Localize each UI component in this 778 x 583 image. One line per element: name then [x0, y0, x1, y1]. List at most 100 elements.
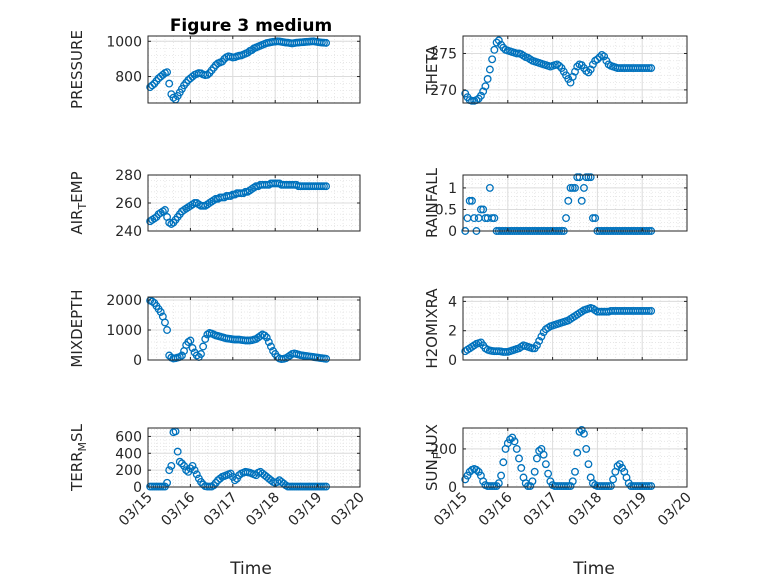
- y-tick-label: 600: [115, 429, 142, 445]
- data-point: [230, 476, 239, 485]
- data-point: [188, 344, 197, 352]
- data-point: [573, 173, 582, 182]
- x-tick-label: 03/19: [286, 490, 326, 530]
- subplot-rainfall: 0 0.5 1 RAINFALL: [423, 167, 688, 240]
- data-point: [600, 52, 609, 61]
- subplot-h2omixra: 0 2 4 H2OMIXRA: [423, 288, 688, 369]
- data-point: [472, 465, 481, 474]
- y-tick-label: 0: [448, 224, 457, 240]
- data-markers: [146, 296, 331, 364]
- data-point: [618, 464, 626, 472]
- data-point: [642, 64, 651, 72]
- data-point: [190, 466, 199, 475]
- data-point: [537, 332, 546, 341]
- data-point: [568, 183, 577, 192]
- data-point: [506, 435, 514, 444]
- data-point: [169, 93, 178, 102]
- data-point: [541, 460, 550, 469]
- y-tick-label: 200: [115, 463, 142, 479]
- x-tick-label: 03/17: [521, 490, 561, 530]
- data-point: [163, 68, 172, 77]
- data-point: [161, 206, 169, 214]
- data-markers: [461, 173, 656, 235]
- data-point: [167, 461, 176, 470]
- data-point: [192, 470, 201, 479]
- data-point: [577, 196, 586, 205]
- data-point: [580, 183, 588, 192]
- data-point: [161, 318, 169, 327]
- data-point: [580, 429, 588, 438]
- data-point: [485, 65, 494, 74]
- data-point: [564, 196, 573, 205]
- x-tick-label: 03/18: [243, 490, 283, 530]
- data-point: [647, 306, 656, 315]
- data-point: [476, 205, 485, 214]
- data-point: [571, 467, 579, 476]
- data-point: [481, 82, 490, 91]
- data-point: [461, 475, 470, 484]
- data-point: [515, 454, 523, 463]
- data-point: [148, 297, 157, 306]
- data-point: [582, 444, 591, 453]
- data-point: [562, 214, 570, 223]
- data-point: [163, 478, 172, 487]
- data-point: [604, 482, 613, 490]
- data-point: [199, 342, 208, 351]
- data-point: [555, 61, 564, 70]
- data-point: [488, 55, 497, 64]
- data-point: [175, 457, 184, 466]
- y-tick-label: 0: [133, 353, 142, 369]
- x-axis-label-right: Time: [572, 559, 615, 579]
- y-axis-label-3: RAINFALL: [423, 167, 441, 238]
- x-tick-label: 03/18: [565, 490, 605, 530]
- data-point: [262, 333, 271, 342]
- data-point: [468, 96, 476, 105]
- data-point: [165, 466, 174, 475]
- data-point: [642, 482, 651, 490]
- axes-box: [147, 427, 361, 488]
- y-tick-label: 275: [430, 46, 457, 62]
- y-axis-label-6: TERRMSL: [68, 423, 89, 492]
- data-point: [595, 53, 604, 62]
- y-tick-label: 0: [448, 353, 457, 369]
- data-point: [173, 447, 182, 456]
- data-point: [267, 342, 275, 351]
- y-tick-label: 1000: [106, 34, 142, 50]
- data-point: [647, 482, 656, 490]
- data-point: [488, 214, 497, 223]
- data-point: [490, 45, 499, 54]
- data-point: [644, 482, 653, 490]
- data-point: [264, 338, 273, 346]
- data-point: [512, 49, 521, 58]
- y-axis-label-5: H2OMIXRA: [423, 288, 441, 369]
- y-tick-label: 200: [430, 442, 457, 458]
- axes-box: [147, 296, 361, 361]
- data-point: [322, 182, 331, 191]
- x-tick-label: 03/20: [328, 490, 368, 530]
- data-point: [593, 55, 602, 64]
- data-point: [575, 427, 584, 436]
- data-point: [476, 91, 485, 100]
- data-point: [535, 337, 544, 345]
- data-markers: [146, 37, 331, 104]
- figure-title: Figure 3 medium: [170, 16, 332, 36]
- data-point: [465, 196, 474, 205]
- data-point: [584, 460, 593, 469]
- data-markers: [461, 425, 656, 490]
- subplot-air-temp: 240 260 280 AIRTEMP: [68, 168, 361, 240]
- data-point: [479, 205, 488, 214]
- data-point: [188, 461, 197, 470]
- data-point: [532, 341, 541, 350]
- data-point: [517, 464, 526, 472]
- data-point: [571, 183, 579, 192]
- data-point: [526, 482, 535, 490]
- data-point: [479, 477, 488, 486]
- x-tick-label: 03/19: [610, 490, 650, 530]
- data-point: [591, 214, 600, 223]
- data-point: [492, 38, 501, 47]
- subplot-pressure: 800 1000 PRESSURE: [68, 30, 361, 109]
- data-point: [615, 460, 624, 469]
- y-tick-label: 0: [448, 480, 457, 496]
- data-point: [216, 474, 225, 483]
